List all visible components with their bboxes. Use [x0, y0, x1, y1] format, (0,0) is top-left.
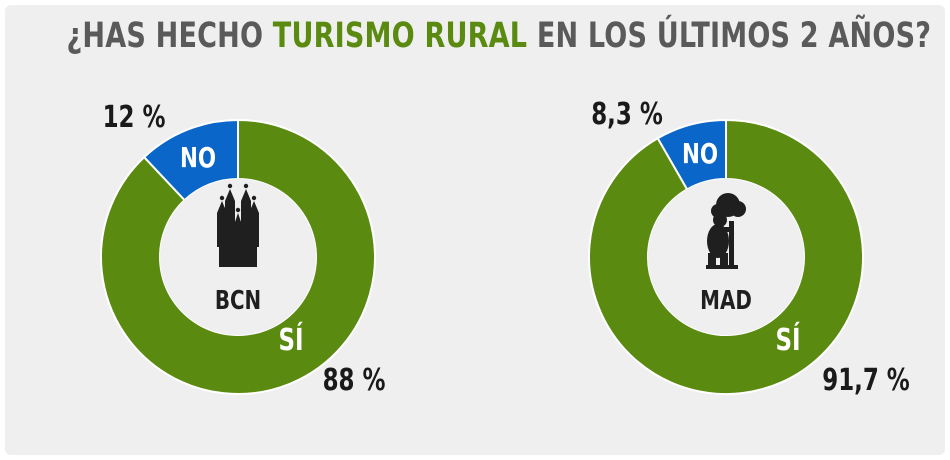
bear-and-strawberry-tree-icon: [706, 193, 746, 269]
sagrada-spire-top: [235, 207, 241, 213]
sagrada-tower: [225, 189, 235, 247]
sagrada-familia-icon: [217, 183, 259, 267]
title-highlight: TURISMO RURAL: [272, 16, 528, 56]
sagrada-tower: [249, 201, 259, 247]
center-label: MAD: [700, 285, 752, 315]
value-label-yes: 91,7 %: [822, 362, 910, 398]
bear-paw: [724, 227, 732, 232]
center-label: BCN: [215, 285, 261, 315]
value-label-no: 12 %: [103, 99, 166, 135]
sagrada-spire-top: [243, 183, 249, 189]
donut-chart-mad: SÍ NO 91,7 % 8,3 % MAD: [588, 96, 910, 398]
sagrada-spire-top: [251, 195, 257, 201]
slice-label-no: NO: [682, 138, 718, 170]
sagrada-tower: [217, 201, 227, 247]
tree-trunk: [729, 221, 734, 267]
bear-body: [707, 224, 729, 258]
sagrada-facade: [219, 231, 257, 245]
slice-label-no: NO: [180, 142, 216, 174]
value-label-yes: 88 %: [323, 362, 386, 398]
bear-leg: [720, 253, 728, 267]
tree-crown: [730, 201, 746, 217]
sagrada-spire-top: [227, 183, 233, 189]
sagrada-spire-top: [219, 195, 225, 201]
title-prefix: ¿HAS HECHO: [66, 16, 273, 56]
bear-leg: [708, 253, 716, 267]
statue-base: [706, 265, 738, 269]
value-label-no: 8,3 %: [591, 96, 663, 132]
slice-label-yes: SÍ: [775, 321, 800, 358]
donut-chart-bcn: SÍ NO 88 % 12 % BCN: [100, 99, 386, 398]
sagrada-tower: [241, 189, 251, 247]
title-suffix: EN LOS ÚLTIMOS 2 AÑOS?: [527, 16, 932, 56]
chart-title: ¿HAS HECHO TURISMO RURAL EN LOS ÚLTIMOS …: [66, 16, 931, 56]
slice-label-yes: SÍ: [278, 321, 303, 358]
bear-head: [713, 213, 727, 227]
